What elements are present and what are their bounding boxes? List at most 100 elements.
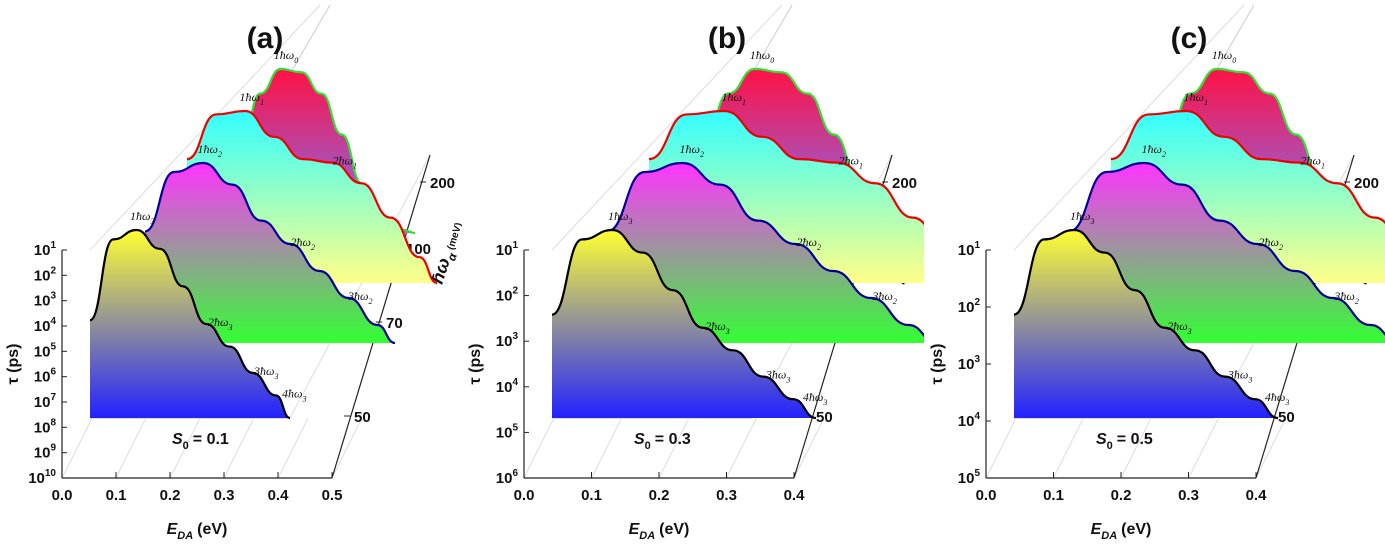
y-axis-label: τ (ps): [5, 344, 22, 385]
series-area: [145, 163, 395, 343]
z-tick-label: 50: [816, 409, 833, 426]
y-tick-label: 101: [34, 240, 57, 259]
y-tick-label: 102: [496, 286, 519, 305]
depth-edge-right: [289, 154, 431, 419]
x-tick-label: 0.4: [268, 487, 290, 504]
series-area: [90, 230, 290, 418]
y-tick-label: 102: [958, 297, 981, 316]
floor-gridline: [726, 417, 757, 479]
peak-label: 1ħω3: [1070, 209, 1094, 226]
peak-label: 4ħω3: [282, 386, 306, 403]
peak-label: 1ħω1: [722, 90, 746, 107]
peak-label: 2ħω3: [705, 319, 729, 336]
y-tick-label: 101: [496, 240, 519, 259]
peak-label: 3ħω3: [253, 364, 278, 381]
series-line: [144, 161, 396, 345]
peak-label: 2ħω1: [333, 154, 357, 171]
floor-gridline: [331, 417, 363, 479]
x-axis-label: EDA (eV): [1091, 521, 1152, 542]
x-tick-label: 0.4: [1246, 487, 1268, 504]
peak-label: 2ħω1: [1301, 154, 1325, 171]
panel-label: (a): [247, 22, 284, 55]
x-tick-label: 0.1: [581, 487, 602, 504]
y-tick-label: 108: [34, 417, 57, 436]
floor-gridline: [658, 417, 690, 479]
x-tick-label: 0.5: [322, 487, 343, 504]
series-line: [551, 228, 817, 420]
y-tick-label: 105: [496, 422, 519, 441]
y-tick-label: 104: [958, 411, 981, 430]
x-tick-label: 0.4: [784, 487, 806, 504]
depth-edge-top: [551, 4, 783, 251]
series-line: [186, 109, 438, 285]
series-line: [1013, 228, 1279, 420]
peak-label: 1ħω1: [1184, 90, 1208, 107]
peak-label: 2ħω2: [291, 235, 315, 252]
x-tick-label: 0.1: [1043, 487, 1064, 504]
y-tick-label: 101: [958, 240, 981, 259]
floor-gridline: [591, 417, 622, 479]
floor-gridline: [61, 417, 93, 479]
peak-label: 1ħω3: [608, 209, 632, 226]
peak-label: 3ħω2: [871, 289, 896, 306]
y-axis-label: τ (ps): [467, 344, 484, 385]
peak-label: 1ħω0: [274, 48, 298, 65]
floor-gridline: [115, 417, 147, 479]
x-tick-label: 0.0: [976, 487, 997, 504]
peak-label: 1ħω1: [240, 90, 264, 107]
y-tick-label: 103: [958, 354, 981, 373]
y-tick-label: 104: [34, 316, 57, 335]
axes-frame: 0.0 0.1 0.2 0.3 0.4 0.5 EDA (eV) 101 102 103 104 105…: [5, 4, 462, 542]
x-axis-label: EDA (eV): [629, 521, 690, 542]
floor-gridline: [985, 417, 1017, 479]
peak-label: 2ħω3: [208, 315, 232, 332]
y-tick-label: 103: [496, 331, 519, 350]
peak-label: 1ħω3: [130, 209, 154, 226]
peak-label: 4ħω3: [803, 390, 827, 407]
peak-label: 1ħω0: [750, 48, 774, 65]
chart-panel-b: 0.0 0.1 0.2 0.3 0.4 EDA (eV) 101 102 103 104 105 106…: [467, 4, 924, 542]
z-tick-label: 50: [1278, 409, 1295, 426]
series-line: [648, 109, 924, 226]
s0-label: S0 = 0.3: [634, 431, 691, 452]
x-tick-label: 0.3: [214, 487, 235, 504]
peak-label: 1ħω2: [1142, 142, 1166, 159]
x-tick-label: 0.2: [160, 487, 181, 504]
x-axis-label: EDA (eV): [167, 521, 228, 542]
z-tick-label: 200: [892, 175, 917, 192]
y-tick-label: 105: [34, 341, 57, 360]
z-tick-label: 200: [1354, 175, 1379, 192]
z-tick-label: 200: [430, 175, 455, 192]
floor-gridline: [523, 417, 555, 479]
chart-panel-a: 0.0 0.1 0.2 0.3 0.4 0.5 EDA (eV) 101 102 103 104 105…: [5, 4, 462, 542]
y-tick-label: 107: [34, 392, 57, 411]
peak-label: 1ħω2: [680, 142, 704, 159]
y-tick-label: 102: [34, 265, 57, 284]
peak-label: 4ħω3: [1265, 390, 1289, 407]
floor-gridline: [1255, 417, 1287, 479]
peak-label: 2ħω3: [1167, 319, 1191, 336]
series-line: [606, 161, 924, 338]
y-tick-label: 105: [958, 468, 981, 487]
series-line: [89, 228, 291, 420]
peak-label: 3ħω3: [765, 368, 790, 385]
s0-label: S0 = 0.5: [1096, 431, 1153, 452]
x-tick-label: 0.1: [106, 487, 127, 504]
series-line: [1068, 161, 1385, 336]
z-tick-label: 70: [386, 315, 403, 332]
floor-gridline: [1188, 417, 1219, 479]
floor-gridline: [223, 417, 255, 479]
panel-label: (b): [708, 22, 746, 55]
depth-edge-top: [1013, 4, 1245, 251]
chart-panel-c: 0.0 0.1 0.2 0.3 0.4 EDA (eV) 101 102 103 104 105 τ (…: [929, 4, 1385, 542]
x-tick-label: 0.2: [649, 487, 670, 504]
series-area: [607, 163, 924, 343]
peak-label: 3ħω2: [1333, 289, 1358, 306]
series-area: [1069, 163, 1385, 343]
y-tick-label: 104: [496, 377, 519, 396]
x-tick-label: 0.3: [1178, 487, 1199, 504]
peak-label: 3ħω3: [1227, 368, 1252, 385]
peak-label: 1ħω0: [1212, 48, 1236, 65]
floor-gridline: [1053, 417, 1084, 479]
x-tick-label: 0.0: [514, 487, 535, 504]
